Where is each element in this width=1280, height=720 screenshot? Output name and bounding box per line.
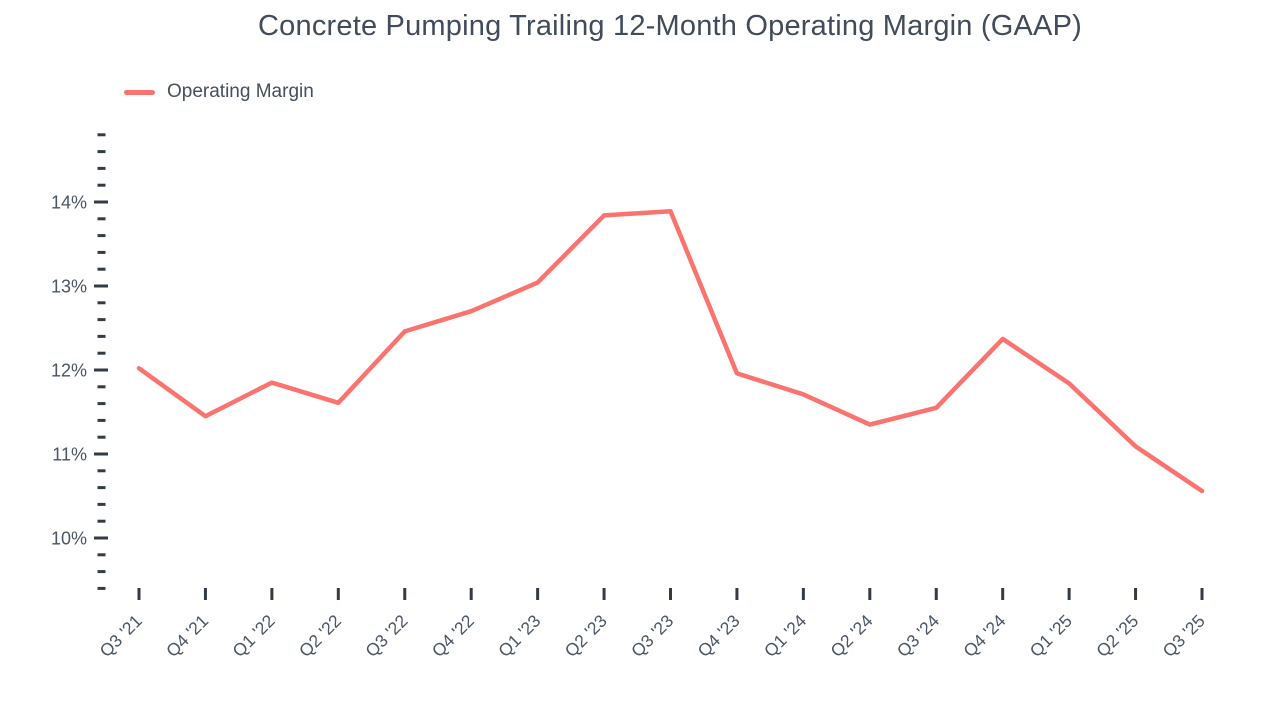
x-axis-tick-label: Q1 '23 bbox=[494, 611, 544, 661]
x-axis-tick-label: Q4 '24 bbox=[959, 610, 1009, 660]
x-axis-tick-label: Q1 '24 bbox=[760, 610, 810, 660]
y-axis-tick-label: 10% bbox=[51, 529, 87, 549]
legend-label-operating-margin: Operating Margin bbox=[167, 81, 314, 102]
x-axis-tick-label: Q2 '22 bbox=[295, 611, 345, 661]
x-axis-tick-label: Q3 '22 bbox=[361, 611, 411, 661]
y-axis-tick-label: 14% bbox=[51, 193, 87, 213]
y-axis-tick-label: 13% bbox=[51, 277, 87, 297]
x-axis-tick-label: Q3 '21 bbox=[96, 611, 146, 661]
x-axis-tick-label: Q3 '23 bbox=[627, 611, 677, 661]
x-axis-tick-label: Q3 '25 bbox=[1159, 611, 1209, 661]
x-axis-tick-label: Q4 '23 bbox=[694, 611, 744, 661]
chart-title: Concrete Pumping Trailing 12-Month Opera… bbox=[258, 10, 1082, 42]
y-axis-tick-label: 11% bbox=[52, 445, 87, 465]
y-axis-tick-label: 12% bbox=[51, 361, 87, 381]
x-axis-tick-label: Q2 '24 bbox=[826, 610, 876, 660]
x-axis-tick-label: Q1 '25 bbox=[1026, 611, 1076, 661]
x-axis-tick-label: Q4 '22 bbox=[428, 611, 478, 661]
x-axis-tick-label: Q3 '24 bbox=[893, 610, 943, 660]
series-line-operating-margin bbox=[136, 208, 1205, 494]
legend-swatch-operating-margin bbox=[124, 89, 155, 95]
x-axis-tick-label: Q2 '25 bbox=[1092, 611, 1142, 661]
x-axis-tick-label: Q2 '23 bbox=[561, 611, 611, 661]
x-axis-tick-label: Q1 '22 bbox=[228, 611, 278, 661]
legend: Operating Margin bbox=[124, 81, 314, 103]
x-axis-tick-label: Q4 '21 bbox=[162, 611, 212, 661]
